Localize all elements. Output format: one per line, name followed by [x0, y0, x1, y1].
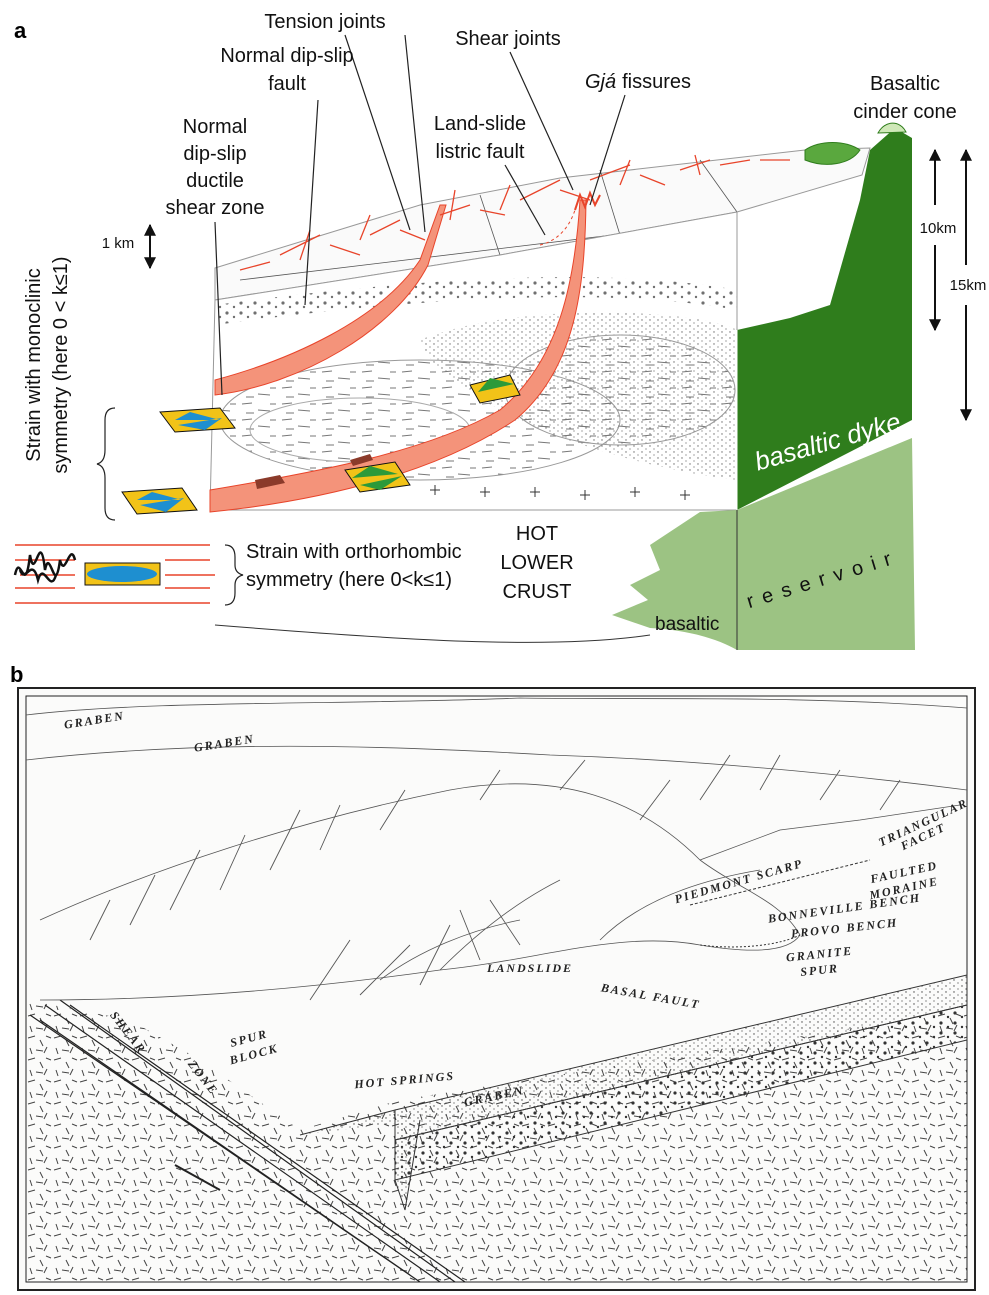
scale-label: 10km	[920, 220, 957, 237]
scale-label: 15km	[950, 277, 987, 294]
panel-label: a	[14, 18, 27, 43]
label: Shear joints	[455, 28, 561, 50]
figure: a Tension	[0, 0, 989, 1295]
brace	[225, 545, 243, 605]
folded-layer	[15, 553, 75, 582]
label: Tension joints	[264, 11, 385, 33]
cinder-cone	[878, 123, 906, 133]
panel-a: a Tension	[14, 11, 986, 650]
label: basaltic	[655, 614, 719, 635]
callout-label: LANDSLIDE	[486, 961, 573, 975]
crust-base	[215, 625, 650, 642]
brace	[97, 408, 115, 520]
scale-label: 1 km	[102, 235, 135, 252]
panel-label: b	[10, 662, 23, 687]
